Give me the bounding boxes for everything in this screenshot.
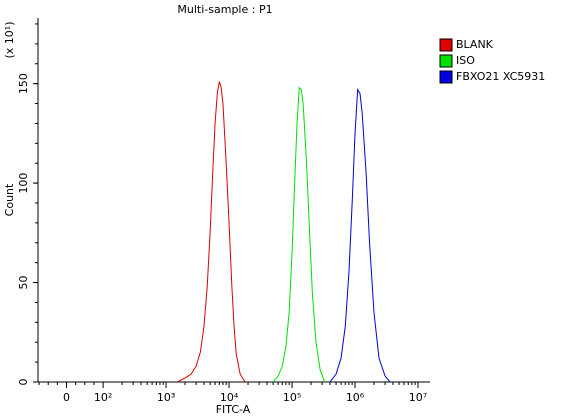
x-axis-label: FITC-A xyxy=(216,403,251,416)
y-multiplier: (x 10¹) xyxy=(3,22,16,59)
x-tick-label: 10² xyxy=(94,391,112,404)
legend-swatch xyxy=(439,70,453,84)
y-tick-label: 50 xyxy=(17,276,30,290)
x-tick-label: 0 xyxy=(63,391,70,404)
legend-label: BLANK xyxy=(456,38,494,51)
histogram-line xyxy=(329,87,391,383)
y-axis-label: Count xyxy=(3,183,16,216)
x-tick-label: 10³ xyxy=(157,391,175,404)
legend-swatch xyxy=(439,38,453,52)
x-tick-label: 10⁷ xyxy=(409,391,427,404)
chart-title: Multi-sample : P1 xyxy=(177,3,272,16)
histogram-line xyxy=(176,81,246,383)
x-tick-label: 10⁶ xyxy=(346,391,365,404)
legend-label: ISO xyxy=(456,54,475,67)
histogram-line xyxy=(272,86,326,383)
legend-swatch xyxy=(439,54,453,68)
y-tick-label: 100 xyxy=(17,173,30,194)
y-tick-label: 0 xyxy=(17,379,30,386)
x-tick-label: 10⁵ xyxy=(283,391,301,404)
x-tick-label: 10⁴ xyxy=(220,391,239,404)
y-tick-label: 150 xyxy=(17,73,30,94)
legend-label: FBXO21 XC5931 xyxy=(456,70,545,83)
